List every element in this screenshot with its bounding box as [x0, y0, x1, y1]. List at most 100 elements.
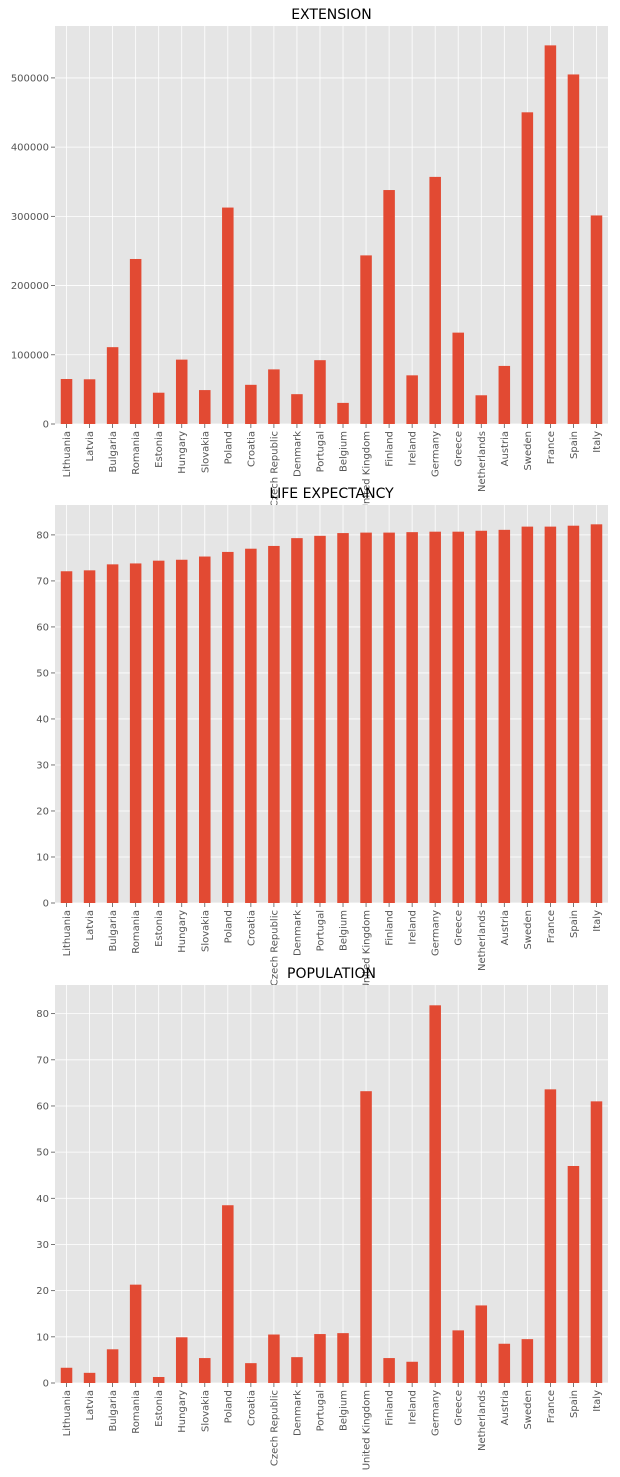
y-tick-label: 0 — [43, 899, 49, 910]
bar-austria — [498, 365, 511, 424]
plot-area — [55, 505, 608, 903]
bar-bulgaria — [106, 347, 119, 424]
x-tick-label: Bulgaria — [108, 431, 119, 472]
bar-belgium — [337, 533, 349, 903]
bar-italy — [590, 524, 603, 903]
bar-hungary — [175, 1337, 188, 1383]
y-tick-label: 40 — [36, 1194, 49, 1205]
y-tick-label: 70 — [36, 576, 49, 587]
bar-france — [544, 1089, 557, 1383]
x-tick-label: Estonia — [154, 1390, 165, 1427]
x-tick-label: Lithuania — [62, 910, 73, 956]
bar-latvia — [83, 1372, 96, 1383]
y-tick-label: 80 — [36, 1009, 49, 1020]
bar-germany — [429, 1005, 441, 1383]
x-tick-label: Ireland — [408, 1390, 419, 1425]
x-tick-label: Greece — [454, 910, 465, 946]
x-tick-label: Hungary — [177, 1390, 188, 1433]
y-tick-label: 30 — [36, 760, 49, 771]
bar-croatia — [245, 548, 257, 903]
x-tick-label: Ireland — [408, 910, 419, 945]
chart-title: POPULATION — [287, 966, 376, 982]
bar-czech-republic — [268, 545, 280, 903]
y-tick-label: 50 — [36, 1148, 49, 1159]
plot-area — [55, 985, 608, 1383]
x-tick-label: Finland — [385, 910, 396, 946]
x-tick-label: Croatia — [246, 910, 257, 946]
bar-estonia — [152, 392, 165, 424]
x-tick-label: Greece — [454, 1390, 465, 1426]
x-tick-label: Poland — [223, 1390, 234, 1423]
bar-france — [544, 526, 557, 903]
bar-lithuania — [60, 379, 73, 424]
bar-portugal — [314, 535, 326, 903]
bar-romania — [129, 563, 142, 903]
x-tick-label: Denmark — [292, 910, 303, 956]
x-tick-label: Germany — [431, 910, 442, 956]
bar-united-kingdom — [360, 255, 372, 424]
bar-lithuania — [60, 1367, 73, 1383]
bar-united-kingdom — [360, 532, 372, 903]
y-tick-label: 20 — [36, 806, 49, 817]
x-tick-label: United Kingdom — [362, 431, 373, 511]
y-tick-label: 0 — [43, 1379, 49, 1390]
x-tick-label: Denmark — [292, 431, 303, 477]
chart-extension: 0 100000 200000 300000 400000 500000 Lithuania… — [11, 7, 608, 511]
bar-belgium — [337, 402, 349, 424]
x-tick-label: Romania — [131, 1390, 142, 1434]
x-tick-label: Latvia — [85, 431, 96, 461]
bar-austria — [498, 1343, 511, 1383]
x-tick-label: Portugal — [315, 431, 326, 472]
y-tick-label: 10 — [36, 852, 49, 863]
x-tick-label: United Kingdom — [362, 1390, 373, 1470]
y-tick-label: 200000 — [11, 281, 49, 292]
x-tick-label: Denmark — [292, 1390, 303, 1436]
x-tick-label: Finland — [385, 431, 396, 467]
plot-area — [55, 26, 608, 424]
bar-austria — [498, 529, 511, 903]
bar-poland — [222, 207, 234, 424]
y-tick-label: 30 — [36, 1240, 49, 1251]
bar-hungary — [175, 359, 188, 424]
x-tick-label: Slovakia — [200, 431, 211, 473]
chart-population: 0 10 20 30 40 50 60 70 80 Lithuania Latvia Bulgaria… — [36, 966, 608, 1470]
x-tick-label: France — [546, 910, 557, 943]
bar-lithuania — [60, 571, 73, 903]
y-tick-label: 0 — [43, 420, 49, 431]
x-tick-label: Spain — [569, 910, 580, 938]
x-tick-label: Portugal — [315, 910, 326, 951]
bar-sweden — [521, 526, 534, 903]
x-tick-label: Netherlands — [477, 431, 488, 492]
bar-croatia — [245, 384, 257, 424]
x-tick-label: Spain — [569, 431, 580, 459]
bar-czech-republic — [268, 369, 280, 424]
x-tick-label: Latvia — [85, 1390, 96, 1420]
bar-czech-republic — [268, 1334, 280, 1383]
x-tick-label: Latvia — [85, 910, 96, 940]
chart-title: LIFE EXPECTANCY — [269, 486, 394, 502]
y-tick-label: 100000 — [11, 350, 49, 361]
x-tick-label: Lithuania — [62, 431, 73, 477]
x-tick-label: Austria — [500, 431, 511, 466]
bar-slovakia — [199, 1358, 211, 1383]
x-tick-label: Poland — [223, 910, 234, 943]
x-tick-label: Sweden — [523, 1390, 534, 1430]
x-tick-label: Czech Republic — [269, 910, 280, 986]
y-tick-label: 60 — [36, 1101, 49, 1112]
bar-finland — [383, 1358, 395, 1383]
x-tick-label: Germany — [431, 431, 442, 477]
y-tick-label: 300000 — [11, 212, 49, 223]
bar-hungary — [175, 559, 188, 903]
bar-germany — [429, 176, 441, 424]
bar-germany — [429, 531, 441, 903]
x-tick-label: Romania — [131, 910, 142, 954]
x-tick-label: Belgium — [339, 1390, 350, 1431]
bar-ireland — [406, 375, 418, 424]
bar-greece — [452, 531, 464, 903]
x-tick-label: Slovakia — [200, 1390, 211, 1432]
bar-finland — [383, 532, 395, 903]
bar-slovakia — [199, 390, 211, 424]
bar-romania — [129, 258, 142, 424]
bar-sweden — [521, 112, 534, 424]
x-tick-label: Ireland — [408, 431, 419, 466]
